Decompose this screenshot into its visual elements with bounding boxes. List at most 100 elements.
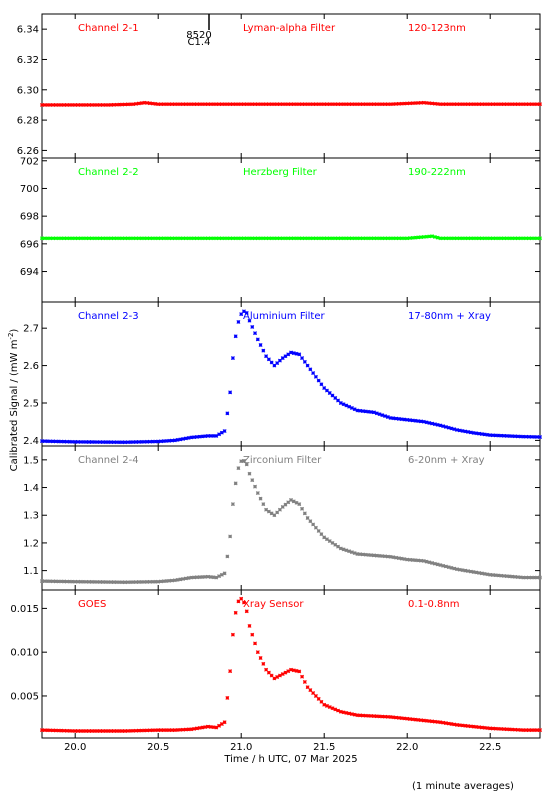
data-point	[291, 236, 296, 241]
data-point	[106, 102, 111, 107]
data-point	[496, 726, 501, 731]
data-point	[413, 235, 418, 240]
data-point	[491, 236, 495, 241]
x-tick-label: 21.5	[313, 742, 335, 753]
data-point	[131, 728, 136, 733]
y-tick-label: 2.7	[23, 324, 39, 335]
data-point	[502, 433, 506, 438]
data-point	[170, 728, 174, 733]
data-point	[183, 102, 188, 107]
y-tick-label: 6.32	[17, 55, 39, 66]
data-point	[194, 726, 199, 731]
data-point	[360, 713, 365, 718]
data-point	[277, 507, 282, 512]
data-point	[369, 102, 374, 107]
data-point	[225, 554, 230, 559]
data-point	[457, 567, 462, 572]
data-point	[255, 650, 260, 655]
data-point	[377, 714, 382, 719]
data-point	[482, 432, 487, 437]
data-point	[432, 561, 437, 566]
data-point	[203, 236, 208, 241]
data-point	[255, 236, 260, 241]
data-point	[92, 729, 97, 733]
data-point	[42, 439, 47, 444]
data-point	[286, 669, 291, 674]
data-point	[242, 600, 246, 605]
data-point	[471, 430, 476, 435]
data-point	[341, 402, 346, 407]
data-point	[208, 236, 213, 241]
data-point	[446, 565, 451, 570]
data-point	[214, 575, 219, 580]
data-point	[167, 578, 172, 583]
data-point	[513, 236, 518, 241]
data-point	[203, 725, 208, 730]
data-point	[159, 439, 163, 444]
data-point	[355, 102, 360, 107]
data-point	[493, 102, 498, 107]
data-point	[457, 236, 462, 241]
data-point	[410, 101, 415, 106]
data-point	[455, 102, 459, 107]
data-point	[42, 728, 47, 733]
data-point	[109, 236, 114, 241]
data-point	[150, 579, 155, 584]
data-point	[482, 725, 487, 730]
data-point	[452, 722, 457, 727]
data-point	[183, 727, 188, 732]
data-point	[117, 102, 122, 107]
data-point	[449, 426, 454, 431]
data-point	[40, 439, 44, 444]
data-point	[183, 436, 188, 441]
data-point	[161, 728, 166, 733]
data-series	[40, 100, 542, 107]
data-point	[103, 580, 108, 584]
data-point	[178, 577, 183, 582]
data-point	[175, 577, 180, 582]
panel-channel-label: Channel 2-3	[78, 311, 139, 322]
data-point	[78, 102, 83, 107]
data-point	[156, 439, 161, 444]
data-point	[327, 391, 332, 395]
data-point	[145, 100, 150, 105]
data-point	[89, 729, 94, 733]
data-point	[441, 424, 446, 429]
data-point	[272, 102, 277, 107]
data-point	[383, 102, 388, 107]
panel-band-label: 6-20nm + Xray	[408, 455, 485, 466]
data-point	[98, 580, 103, 584]
data-point	[383, 414, 388, 419]
data-point	[443, 721, 448, 726]
data-point	[40, 236, 44, 241]
data-point	[322, 236, 327, 241]
data-point	[410, 558, 415, 562]
data-point	[247, 471, 252, 476]
data-point	[275, 361, 280, 366]
data-point	[258, 102, 263, 107]
x-axis: 20.0 20.5 21.0 21.5 22.0 22.5	[64, 742, 501, 753]
data-point	[269, 236, 274, 241]
data-point	[410, 235, 415, 240]
data-point	[302, 102, 307, 107]
data-point	[167, 438, 172, 443]
data-point	[438, 563, 443, 568]
data-point	[197, 434, 202, 439]
data-point	[297, 502, 302, 507]
data-point	[327, 705, 332, 710]
data-point	[117, 440, 122, 445]
data-point	[460, 568, 465, 573]
data-point	[258, 496, 263, 501]
data-point	[532, 434, 537, 439]
data-point	[156, 102, 161, 107]
data-point	[48, 579, 53, 584]
data-point	[438, 720, 443, 725]
data-point	[84, 729, 89, 733]
data-point	[416, 235, 421, 240]
data-point	[336, 398, 340, 403]
data-point	[457, 102, 462, 107]
data-point	[466, 569, 471, 574]
data-point	[341, 236, 346, 241]
data-point	[421, 558, 426, 563]
data-point	[488, 236, 493, 241]
